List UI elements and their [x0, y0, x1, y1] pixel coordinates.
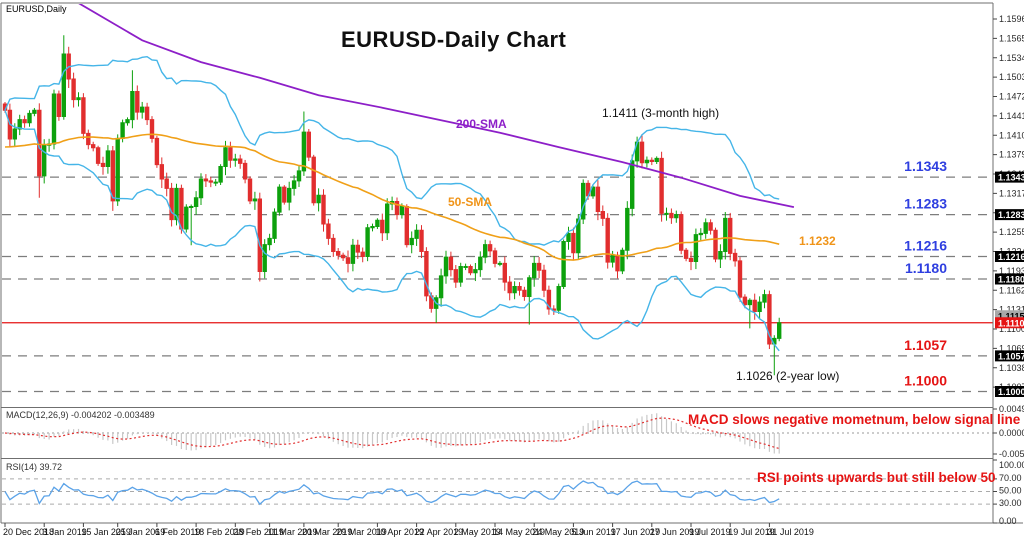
rsi-indicator-label: RSI(14) 39.72: [6, 462, 63, 472]
date-axis-tick: 24 May 2019: [532, 527, 584, 537]
date-axis-tick: 6 Feb 2019: [155, 527, 201, 537]
date-axis-tick: 5 Jun 2019: [571, 527, 616, 537]
three-month-high-annotation: 1.1411 (3-month high): [602, 106, 720, 120]
date-axis-tick: 20 Dec 2018: [3, 527, 54, 537]
date-axis-tick: 3 Jan 2019: [42, 527, 87, 537]
support-resistance-lines: [2, 176, 993, 393]
date-axis-tick: 2 May 2019: [454, 527, 501, 537]
level-axis-chip: 1.13430: [998, 173, 1024, 183]
price-axis-tick: 1.10380: [999, 363, 1024, 373]
price-axis-tick: 1.14410: [999, 111, 1024, 121]
bid-price-chip: 1.11150: [998, 311, 1024, 321]
date-axis-tick: 10 Apr 2019: [375, 527, 424, 537]
rsi-axis-tick: 0.00: [999, 516, 1017, 526]
price-axis-tick: 1.15650: [999, 33, 1024, 43]
date-axis-tick: 25 Jan 2019: [116, 527, 166, 537]
rsi-axis-tick: 70.00: [999, 473, 1022, 483]
price-axis-tick: 1.12550: [999, 227, 1024, 237]
price-axis-tick: 1.10690: [999, 343, 1024, 353]
bid-price-chip-bg: [995, 310, 1024, 322]
sma50-line: [4, 133, 780, 261]
macd-commentary: MACD slows negative mometnum, below sign…: [688, 412, 1021, 427]
date-axis-tick: 18 Feb 2019: [194, 527, 245, 537]
date-axis-tick: 17 Jun 2019: [611, 527, 661, 537]
price-axis-tick: 1.15960: [999, 14, 1024, 24]
rsi-axis-tick: 100.00: [999, 460, 1024, 470]
level-label: 1.1283: [904, 196, 947, 212]
price-axis-tick: 1.11000: [999, 324, 1024, 334]
price-axis-tick: 1.14720: [999, 92, 1024, 102]
date-axis-tick: 9 Jul 2019: [689, 527, 731, 537]
price-axis-tick: 1.13170: [999, 188, 1024, 198]
sma200-annotation: 200-SMA: [456, 117, 507, 131]
macd-histogram: [9, 413, 780, 454]
bollinger-lower-band: [4, 110, 780, 352]
indicator-axes: 0.004974 0.00000 -0.005177100.00 70.00 50.00…: [993, 404, 1024, 526]
level-axis-chip: 1.12830: [998, 210, 1024, 220]
price-axis: 1.15960 1.15650 1.15340 1.15030 1.14720 1.144…: [993, 14, 1024, 397]
price-axis-tick: 1.15030: [999, 72, 1024, 82]
rsi-axis-tick: 30.00: [999, 498, 1022, 508]
candlestick-series: [2, 35, 782, 376]
level-label: 1.1000: [904, 373, 947, 389]
price-axis-tick: 1.11930: [999, 266, 1024, 276]
two-year-low-annotation: 1.1026 (2-year low): [736, 369, 840, 383]
macd-signal-line: [4, 417, 780, 450]
level-axis-chip: 1.10570: [998, 351, 1024, 361]
level-axis-chip-bg: [995, 251, 1024, 262]
price-axis-tick: 1.14100: [999, 130, 1024, 140]
level-label: 1.1343: [904, 158, 947, 174]
level-axis-chip-bg: [995, 171, 1024, 183]
price-axis-tick: 1.13790: [999, 150, 1024, 160]
date-axis-tick: 19 Jul 2019: [728, 527, 775, 537]
macd-axis-tick: -0.005177: [999, 449, 1024, 459]
level-label: 1.1216: [904, 238, 947, 254]
price-axis-tick: 1.11620: [999, 285, 1024, 295]
macd-indicator-label: MACD(12,26,9) -0.004202 -0.003489: [6, 410, 155, 420]
sma50-annotation: 50-SMA: [448, 195, 493, 209]
bollinger-upper-band: [4, 55, 780, 246]
date-axis-tick: 31 Jul 2019: [767, 527, 814, 537]
level-axis-chip-bg: [995, 386, 1024, 397]
rsi-axis-tick: 50.00: [999, 486, 1022, 496]
date-axis-tick: 20 Mar 2019: [302, 527, 353, 537]
current-price-chip-bg: [995, 317, 1024, 329]
level-axis-chip-bg: [995, 350, 1024, 362]
date-axis-tick: 22 Apr 2019: [415, 527, 464, 537]
level-axis-chip-bg: [995, 209, 1024, 221]
macd-axis-tick: 0.00000: [999, 428, 1024, 438]
level-axis-chip-bg: [995, 273, 1024, 285]
sma200-line: [78, 4, 795, 208]
level-label: 1.1057: [904, 337, 947, 353]
date-axis-tick: 27 Jun 2019: [650, 527, 700, 537]
date-axis-tick: 15 Jan 2019: [81, 527, 131, 537]
date-axis-tick: 14 May 2019: [493, 527, 545, 537]
chart-title: EURUSD-Daily Chart: [341, 27, 567, 52]
level-label: 1.1180: [905, 260, 947, 276]
sma50-value-annotation: 1.1232: [799, 234, 836, 248]
level-axis-chip: 1.12160: [998, 252, 1024, 262]
rsi-line: [4, 480, 780, 506]
price-axis-tick: 1.11310: [999, 305, 1024, 315]
symbol-period-label: EURUSD,Daily: [6, 4, 67, 14]
date-axis-tick: 28 Feb 2019: [233, 527, 284, 537]
date-axis-tick: 29 Mar 2019: [336, 527, 387, 537]
price-axis-tick: 1.15340: [999, 53, 1024, 63]
level-axis-chip: 1.11800: [998, 275, 1024, 285]
date-axis-tick: 11 Mar 2019: [268, 527, 318, 537]
macd-axis-tick: 0.004974: [999, 404, 1024, 414]
rsi-commentary: RSI points upwards but still below 50: [757, 470, 996, 485]
current-price-chip: 1.11100: [998, 318, 1024, 328]
